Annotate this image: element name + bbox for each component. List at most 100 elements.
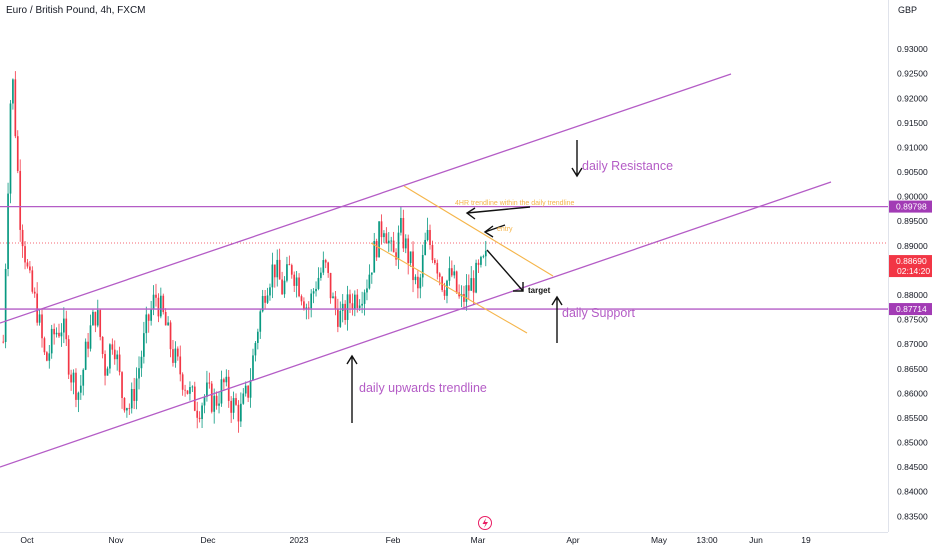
candle-body [332,296,334,299]
candle-body [193,386,196,411]
x-tick-label: Mar [471,535,486,545]
candle-body [31,270,34,292]
candle-body [368,274,371,289]
candle-body [387,240,390,244]
candle-body [434,260,436,263]
candle-body [421,254,424,278]
candle-body [290,265,293,275]
entry-label: entry [497,226,513,233]
y-axis-ticks: 0.83500 0.84000 0.84500 0.85000 0.85500 0.860… [897,44,928,521]
candle-body [242,393,245,404]
y-tick-label: 0.87500 [897,315,928,325]
candle-body [60,332,63,337]
candle-body [41,314,43,339]
candle-body [213,395,216,412]
x-axis-ticks: Oct Nov Dec 2023 Feb Mar Apr May 13:00 Jun 19 [20,535,811,545]
channel-lower-line[interactable] [0,181,832,468]
candle-body [43,338,46,353]
candle-body [475,262,477,293]
candle-body [29,266,31,271]
candle-body [448,268,451,281]
candle-body [244,385,247,394]
four-hr-arrow [465,206,531,220]
candle-body [208,382,211,384]
candle-body [53,328,55,335]
candle-body [356,294,359,308]
candle-body [104,353,106,376]
candle-body [240,403,242,422]
candle-body [67,339,70,375]
countdown-label: 02:14:20 [897,266,930,276]
candle-body [33,291,36,294]
candle-body [320,272,322,278]
candle-body [273,264,276,278]
candle-body [230,400,233,413]
candle-body [191,386,194,388]
flash-icon[interactable] [478,516,492,530]
candle-body [162,295,165,313]
candle-body [324,260,327,263]
4hr-channel-lower-line[interactable] [370,242,528,334]
candle-body [96,310,99,326]
y-tick-label: 0.91000 [897,142,928,152]
candle-body [484,250,487,257]
candle-body [140,356,143,369]
candle-body [186,390,189,394]
4hr-channel-upper-line[interactable] [403,185,554,277]
candle-body [218,403,220,406]
candle-body [82,369,85,386]
annotation-arrows [346,140,583,423]
candle-body [450,268,453,276]
candle-body [232,398,235,413]
drawing-lines [0,73,888,468]
candle-body [87,341,89,349]
candle-body [235,398,237,405]
y-tick-label: 0.85500 [897,413,928,423]
candle-body [295,277,298,286]
channel-upper-line[interactable] [0,73,732,324]
candle-body [470,278,473,291]
candle-body [264,295,266,303]
candle-body [402,218,405,249]
x-tick-label: Dec [200,535,216,545]
candle-body [181,374,184,390]
candle-body [298,277,300,297]
candle-body [307,307,310,309]
candle-body [436,262,439,274]
candle-body [419,277,422,289]
candle-body [397,232,400,260]
candle-body [426,229,429,240]
symbol-title[interactable]: Euro / British Pound, 4h, FXCM [6,5,146,16]
candle-body [261,295,264,312]
daily-resistance-label: daily Resistance [582,159,673,173]
candle-body [123,398,126,411]
candle-body [113,349,116,360]
x-tick-label: Feb [386,535,401,545]
candle-body [453,271,456,276]
price-badge: 0.87714 [889,303,932,316]
candle-body [196,410,199,418]
candle-body [89,325,92,349]
price-badge-value: 0.88690 [896,256,927,266]
candle-body [198,417,201,420]
candle-body [26,262,29,267]
candle-body [310,293,313,309]
price-badge-value: 0.89798 [896,202,927,212]
candle-body [395,252,397,260]
candle-body [247,385,249,398]
candle-body [412,251,414,281]
candle-body [269,287,271,296]
candle-body [283,280,286,295]
candle-body [72,372,75,383]
candle-body [50,328,53,354]
candle-body [383,233,385,238]
candle-series [2,71,487,433]
candle-body [375,241,378,258]
candle-body [7,193,9,269]
y-tick-label: 0.85000 [897,438,928,448]
candle-body [19,170,22,230]
candle-body [210,383,213,412]
candle-body [293,274,296,286]
